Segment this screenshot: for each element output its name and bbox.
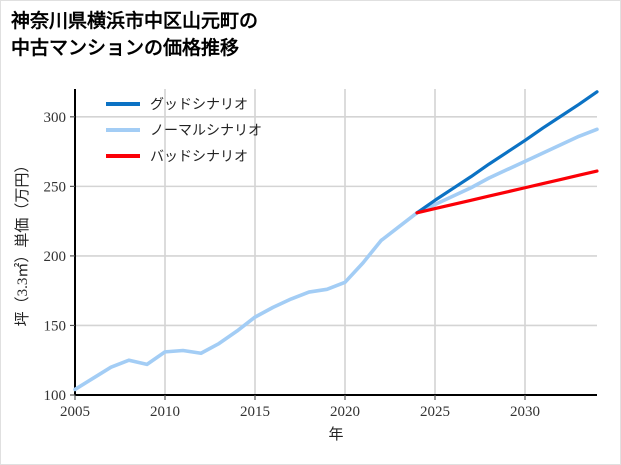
y-axis-title: 坪（3.3㎡）単価（万円） <box>14 158 31 327</box>
y-tick-label: 300 <box>44 110 67 126</box>
axis-tick-labels: 100 150 200 250 300 2005 2010 2015 2020 2025 2030 <box>44 110 541 420</box>
data-series-lines <box>73 90 599 392</box>
x-tick-label: 2005 <box>60 404 90 420</box>
series-line-ノーマルシナリオ <box>73 127 599 392</box>
axis-ticks <box>70 116 526 400</box>
x-tick-label: 2025 <box>420 404 450 420</box>
x-tick-label: 2010 <box>150 404 180 420</box>
chart-title: 神奈川県横浜市中区山元町の 中古マンションの価格推移 <box>11 11 259 59</box>
x-tick-label: 2030 <box>510 404 540 420</box>
x-axis-title: 年 <box>328 426 343 443</box>
y-tick-label: 250 <box>44 179 67 195</box>
y-tick-label: 150 <box>44 318 67 334</box>
legend-label-1[interactable]: ノーマルシナリオ <box>150 124 262 139</box>
y-tick-label: 100 <box>44 388 67 404</box>
series-line-グッドシナリオ <box>415 90 599 215</box>
x-tick-label: 2020 <box>330 404 360 420</box>
x-tick-label: 2015 <box>240 404 270 420</box>
series-line-バッドシナリオ <box>415 169 599 215</box>
y-tick-label: 200 <box>44 249 67 265</box>
axis-lines <box>74 89 597 396</box>
legend-label-0[interactable]: グッドシナリオ <box>150 97 248 113</box>
legend-label-2[interactable]: バッドシナリオ <box>150 150 248 165</box>
